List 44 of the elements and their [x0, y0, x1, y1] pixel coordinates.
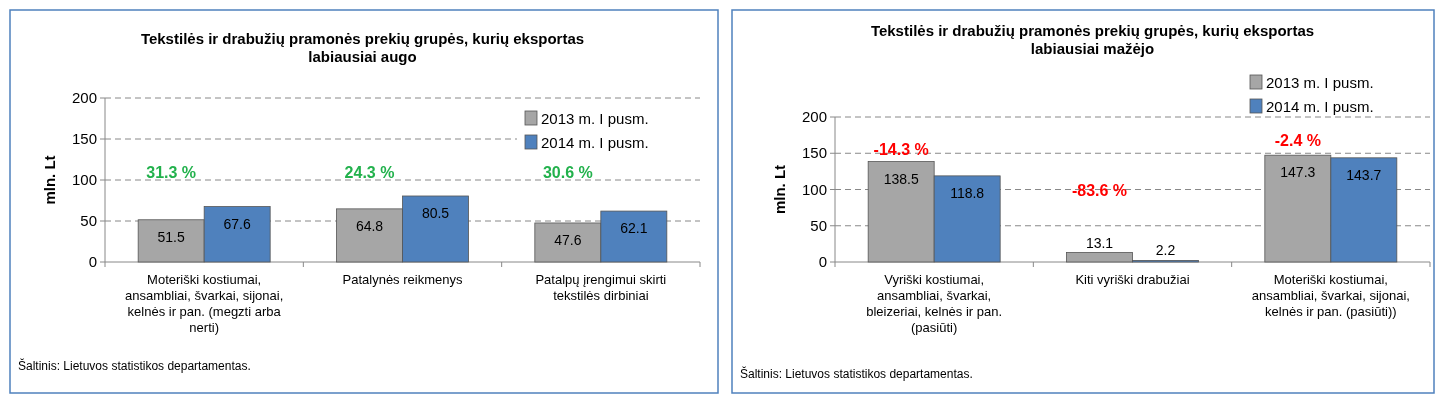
y-tick-label: 200	[71, 89, 97, 106]
y-tick-label: 150	[71, 130, 97, 147]
x-tick-label: Kiti vyriški drabužiai	[1075, 272, 1190, 287]
chart-title: Tekstilės ir drabužių pramonės prekių grupės, kurių eksportas labiausiai augo	[140, 30, 585, 65]
legend-label: 2014 m. I pusm.	[1266, 98, 1374, 115]
y-axis-title: mln. Lt	[771, 164, 788, 215]
legend-label: 2014 m. I pusm.	[541, 134, 649, 151]
data-label: 2.2	[1155, 242, 1176, 259]
data-label: 147.3	[1280, 164, 1316, 181]
annotation: -2.4 %	[1274, 132, 1321, 149]
y-axis-title: mln. Lt	[41, 155, 58, 205]
data-label: 118.8	[950, 184, 985, 201]
data-label: 47.6	[554, 231, 582, 248]
annotation: 24.3 %	[344, 164, 395, 181]
annotation: -14.3 %	[873, 141, 929, 158]
x-tick-label: Moteriški kostiumai, ansambliai, švarkai, sijonai, kelnės ir pan. (pasiūti))	[1251, 272, 1410, 319]
data-label: 13.1	[1085, 234, 1114, 251]
data-label: 62.1	[620, 220, 648, 237]
x-tick-label: Moteriški kostiumai, ansambliai, švarkai, sijonai, kelnės ir pan. (megzti arba nerti)	[125, 272, 284, 335]
text: Šaltinis: Lietuvos statistikos departamentas.	[18, 358, 251, 373]
y-tick-label: 0	[88, 253, 97, 270]
y-tick-label: 200	[801, 108, 827, 125]
x-tick-label: Patalpų įrengimui skirti tekstilės dirbiniai	[535, 272, 667, 303]
data-label: 67.6	[223, 215, 251, 232]
y-tick-label: 50	[80, 212, 97, 229]
y-tick-label: 100	[801, 180, 827, 198]
y-tick-label: 100	[71, 171, 97, 188]
annotation: 30.6 %	[542, 164, 593, 181]
legend-label: 2013 m. I pusm.	[541, 110, 649, 127]
y-tick-label: 50	[810, 216, 827, 234]
y-tick-label: 150	[801, 144, 827, 162]
annotation: 31.3 %	[146, 164, 197, 181]
data-label: 51.5	[157, 228, 185, 245]
data-label: 138.5	[883, 170, 919, 187]
legend-label: 2013 m. I pusm.	[1266, 74, 1374, 91]
data-label: 143.7	[1346, 166, 1382, 183]
y-tick-label: 0	[818, 253, 827, 270]
x-tick-label: Patalynės reikmenys	[342, 272, 463, 287]
text: Šaltinis: Lietuvos statistikos departamentas.	[740, 366, 973, 381]
data-label: 64.8	[355, 217, 384, 234]
x-tick-label: Vyriški kostiumai, ansambliai, švarkai, bleizeriai, kelnės ir pan. (pasiūti)	[866, 272, 1003, 335]
data-label: 80.5	[421, 204, 450, 221]
annotation: -83.6 %	[1071, 182, 1128, 199]
chart-title: Tekstilės ir drabužių pramonės prekių grupės, kurių eksportas labiausiai mažėjo	[870, 22, 1315, 57]
